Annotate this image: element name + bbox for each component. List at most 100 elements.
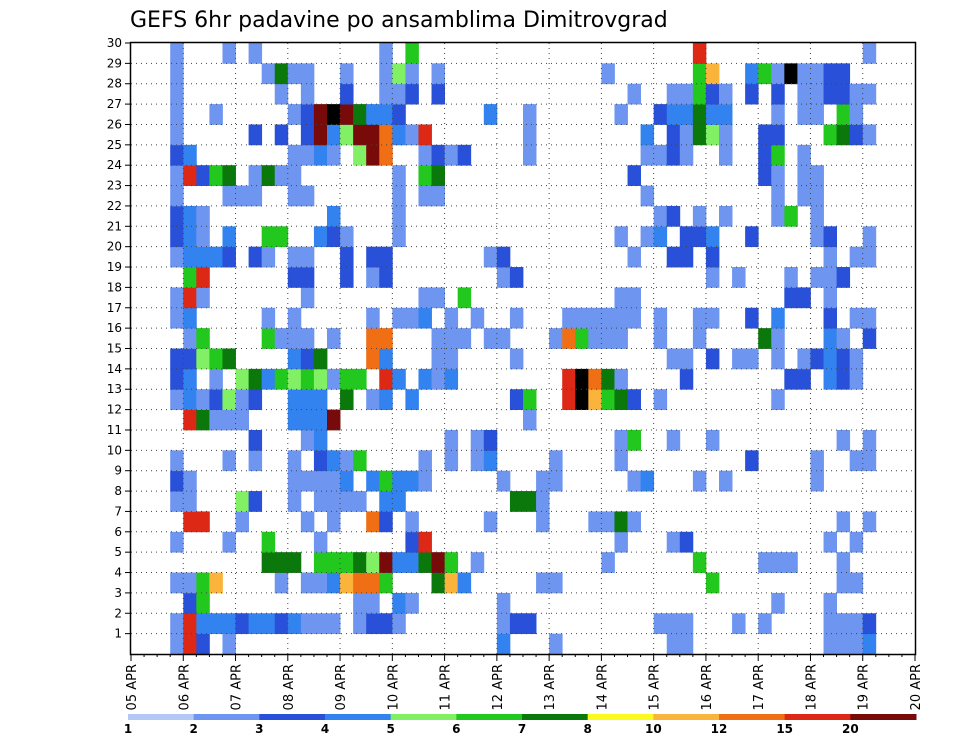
heatmap-cell [392,185,406,207]
heatmap-cell [627,389,641,410]
heatmap-cell [209,104,223,125]
heatmap-cell [313,552,328,573]
heatmap-cell [457,572,472,594]
heatmap-cell [340,389,354,410]
heatmap-cell [300,267,315,288]
heatmap-cell [784,205,798,227]
heatmap-cell [170,165,184,186]
heatmap-cell [261,63,276,85]
heatmap-cell [431,368,445,390]
heatmap-cell [340,246,354,268]
colorbar-label: 1 [124,722,132,736]
heatmap-cell [353,124,367,146]
heatmap-cell [353,592,367,614]
heatmap-cell [379,491,393,512]
heatmap-cell [640,185,655,207]
heatmap-cell [418,307,432,329]
heatmap-cell [653,144,668,166]
x-tick-label: 07 APR [230,664,245,710]
heatmap-cell [640,226,655,248]
heatmap-cell [183,348,197,370]
x-axis: 05 APR 06 APR 07 APR 08 APR 09 APR 10 APR 11 A… [125,654,924,710]
heatmap-cell [666,144,681,166]
heatmap-cell [379,124,393,146]
heatmap-cell [536,470,550,492]
heatmap-cell [836,83,851,105]
heatmap-cell [170,124,184,146]
heatmap-cell [758,613,772,635]
heatmap-cell [745,307,759,329]
heatmap-cell [196,389,210,410]
heatmap-cell [183,165,197,186]
y-tick-label: 9 [114,464,122,478]
heatmap-cell [379,246,393,268]
heatmap-cell [666,124,681,146]
heatmap-cell [392,63,406,85]
heatmap-cell [248,491,263,512]
heatmap-cell [418,144,432,166]
heatmap-cell [705,63,720,85]
y-tick-label: 16 [107,321,122,335]
heatmap-cell [758,124,772,146]
heatmap-cell [209,246,223,268]
dotted-grid [131,43,915,654]
heatmap-cell [705,246,720,268]
heatmap-cell [170,470,184,492]
heatmap-cell [823,83,837,105]
heatmap-cell [261,226,276,248]
heatmap-cell [287,409,302,431]
heatmap-cell [653,104,668,125]
heatmap-cell [261,328,276,349]
heatmap-cell [431,165,445,186]
y-axis: 1234567891011121314151617181920212223242… [107,36,131,641]
heatmap-cell [405,43,419,64]
heatmap-cell [692,63,707,85]
heatmap-cell [170,572,184,594]
heatmap-cell [483,104,498,125]
heatmap-cell [653,205,668,227]
heatmap-cell [300,83,315,105]
heatmap-cell [444,368,459,390]
heatmap-cell [758,63,772,85]
heatmap-cell [183,613,197,635]
colorbar-swatch [259,714,326,720]
heatmap-cell [183,633,197,655]
heatmap-cell [523,389,537,410]
heatmap-cell [287,165,302,186]
heatmap-cell [327,470,341,492]
heatmap-cell [300,511,315,533]
heatmap-cell [235,491,249,512]
heatmap-cell [274,572,289,594]
heatmap-cell [588,389,602,410]
heatmap-cell [340,450,354,472]
colorbar-swatch [653,714,720,720]
x-tick-label: 05 APR [125,664,140,710]
heatmap-cell [771,389,785,410]
heatmap-cell [797,287,811,309]
heatmap-cell [470,307,485,329]
heatmap-cell [353,613,367,635]
heatmap-cell [392,165,406,186]
heatmap-cell [745,450,759,472]
y-tick-label: 22 [107,199,122,213]
heatmap-cell [366,246,380,268]
heatmap-cell [719,205,733,227]
heatmap-cells [170,43,877,655]
heatmap-cell [823,63,837,85]
x-tick-label: 18 APR [804,664,819,710]
heatmap-cell [849,348,864,370]
colorbar-swatch [587,714,654,720]
heatmap-cell [705,124,720,146]
heatmap-cell [235,613,249,635]
y-tick-label: 5 [114,545,122,559]
heatmap-cell [300,63,315,85]
heatmap-cell [366,104,380,125]
heatmap-cell [562,307,576,329]
heatmap-cell [509,613,524,635]
heatmap-cell [601,389,615,410]
heatmap-cell [692,307,707,329]
heatmap-cell [797,185,811,207]
heatmap-cell [575,389,589,410]
heatmap-cell [771,552,785,573]
heatmap-cell [366,389,380,410]
